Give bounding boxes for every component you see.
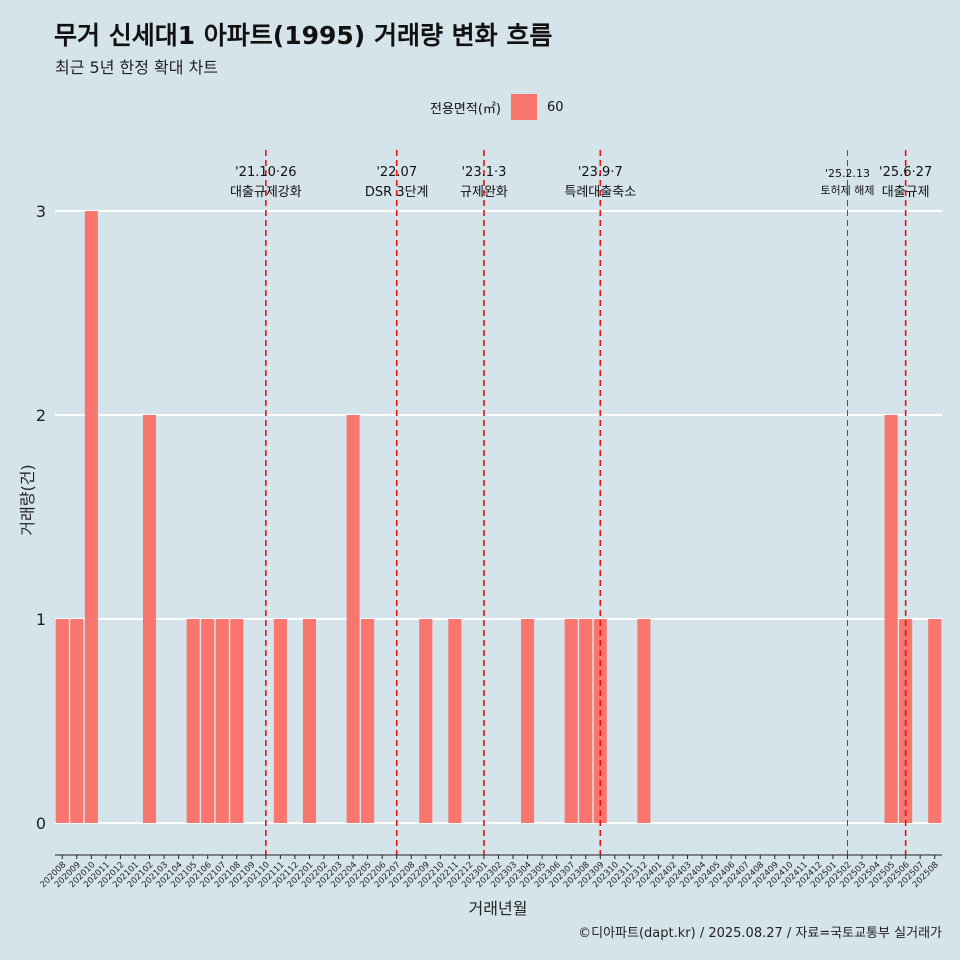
event-description-label: DSR 3단계	[365, 185, 429, 200]
x-axis-title: 거래년월	[469, 899, 528, 918]
y-tick-label: 3	[36, 202, 46, 221]
bar	[230, 619, 244, 823]
event-description-label: 대출규제	[882, 185, 930, 200]
source-caption: ©디아파트(dapt.kr) / 2025.08.27 / 자료=국토교통부 실…	[578, 926, 942, 941]
chart-title: 무거 신세대1 아파트(1995) 거래량 변화 흐름	[54, 21, 553, 50]
event-date-label: '25.6·27	[879, 165, 932, 180]
event-date-label: '25.2.13	[825, 167, 870, 180]
bar	[928, 619, 942, 823]
bar	[70, 619, 84, 823]
event-date-label: '21.10·26	[235, 165, 296, 180]
event-description-label: 규제완화	[460, 185, 508, 200]
legend-title: 전용면적(㎡)	[430, 101, 501, 117]
bar	[302, 619, 317, 823]
bar	[186, 619, 200, 823]
legend-label: 60	[546, 99, 564, 115]
bar	[201, 619, 215, 823]
legend-color-key	[510, 94, 537, 120]
bar	[346, 415, 360, 823]
event-description-label: 대출규제강화	[230, 185, 302, 200]
bar	[884, 415, 898, 823]
bar	[84, 211, 98, 823]
bar	[637, 619, 651, 823]
bar	[361, 619, 375, 823]
bar	[564, 619, 578, 823]
chart-subtitle: 최근 5년 한정 확대 차트	[55, 58, 219, 77]
y-tick-label: 0	[36, 814, 46, 833]
bar	[215, 619, 229, 823]
y-axis-title: 거래량(건)	[18, 464, 37, 535]
bars	[55, 211, 942, 823]
y-tick-label: 2	[36, 406, 46, 425]
event-description-label: 토허제 해제	[820, 183, 874, 197]
event-date-label: '23.9·7	[578, 165, 623, 180]
bar	[142, 415, 157, 823]
bar	[448, 619, 462, 823]
bar	[273, 619, 287, 823]
y-axis: 0 1 2 3	[36, 202, 46, 833]
event-lines: '21.10·26 대출규제강화 '22.07 DSR 3단계 '23.1·3 규제완화 '…	[230, 150, 932, 855]
legend: 전용면적(㎡) 60	[430, 94, 564, 120]
y-tick-label: 1	[36, 610, 46, 629]
event-description-label: 특례대출축소	[564, 185, 636, 200]
bar	[419, 619, 433, 823]
bar	[55, 619, 69, 823]
event-date-label: '22.07	[376, 165, 417, 180]
bar	[521, 619, 535, 823]
event-date-label: '23.1·3	[461, 165, 506, 180]
bar	[579, 619, 593, 823]
x-axis: 2020082020092020102020112020122021012021…	[38, 854, 942, 890]
